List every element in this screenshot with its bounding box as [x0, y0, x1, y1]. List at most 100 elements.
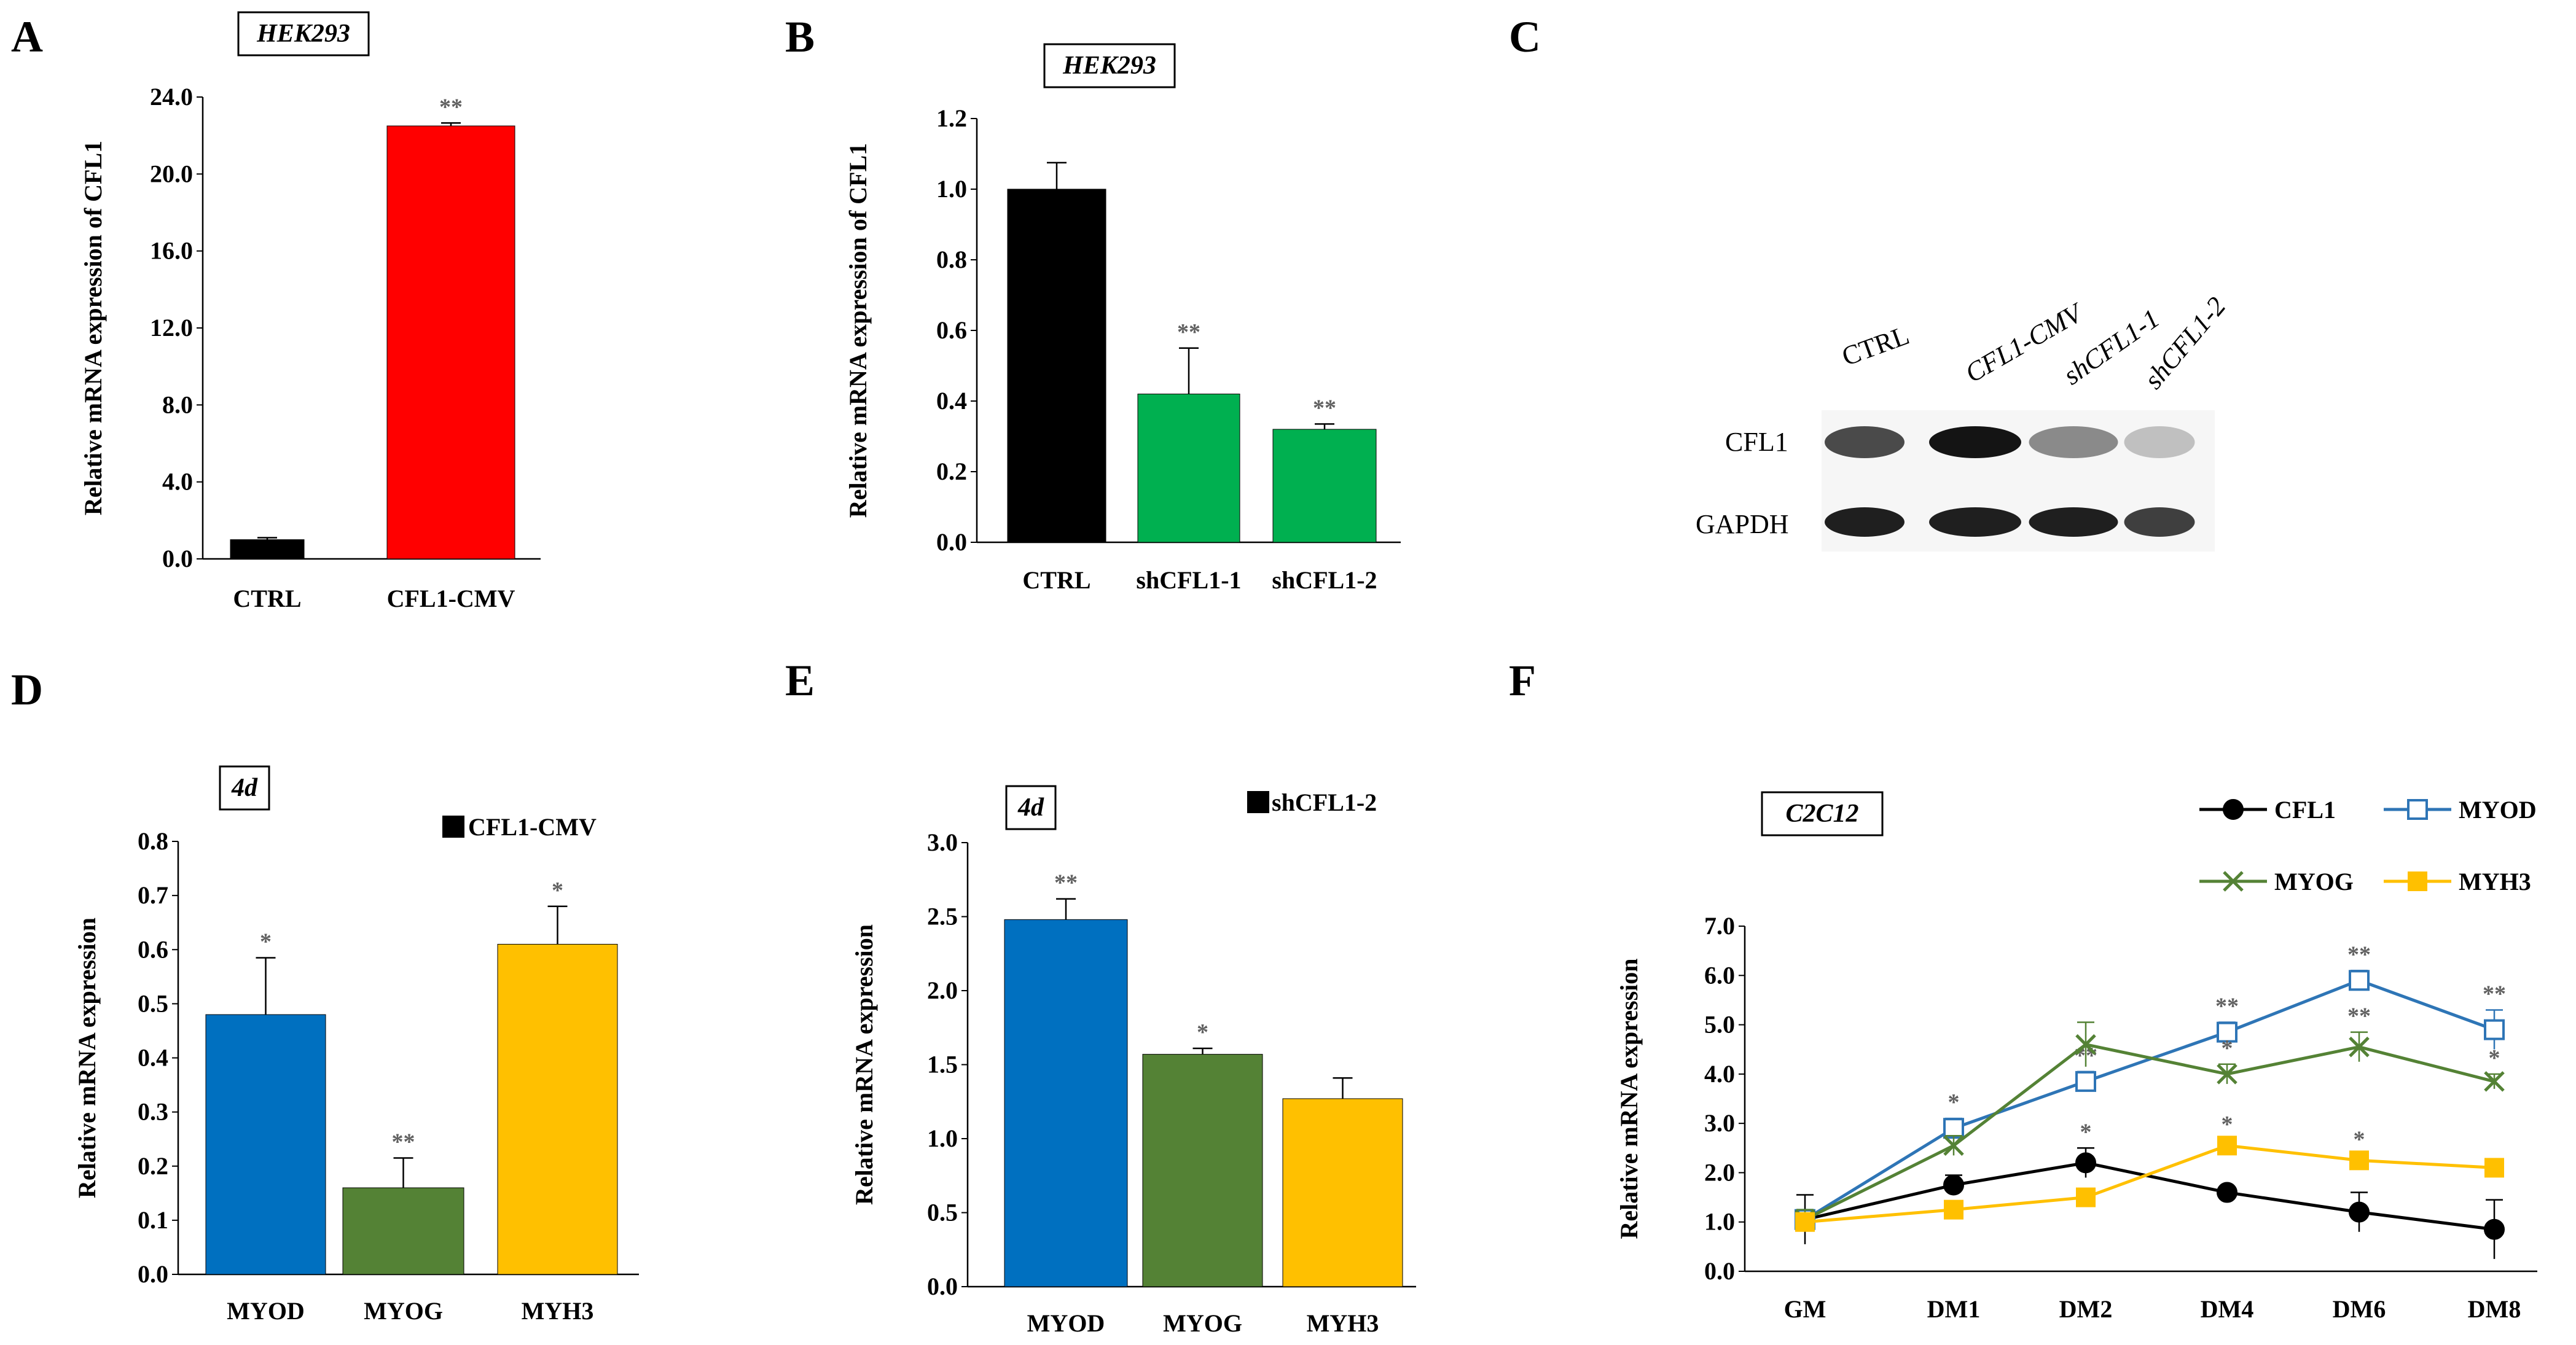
- y-tick-label: 0.4: [138, 1044, 168, 1072]
- y-tick-label: 0.0: [936, 528, 967, 556]
- bar: [1137, 394, 1240, 543]
- y-tick-label: 0.2: [936, 458, 967, 485]
- wb-row-label: GAPDH: [1696, 509, 1789, 539]
- category-label: MYOD: [227, 1297, 305, 1325]
- x-tick-label: DM6: [2333, 1295, 2386, 1323]
- significance-label: **: [1177, 319, 1200, 345]
- legend-label: MYOD: [2459, 796, 2537, 824]
- y-tick-label: 0.0: [162, 545, 193, 572]
- significance-label: *: [260, 929, 272, 954]
- data-point: [2349, 1150, 2369, 1171]
- legend-label: MYH3: [2459, 868, 2531, 895]
- bar: [1142, 1054, 1263, 1287]
- y-tick-label: 0.7: [138, 881, 168, 909]
- bar: [230, 539, 305, 559]
- wb-band: [1825, 507, 1905, 537]
- title-box-f: [1761, 791, 1884, 836]
- wb-band: [2124, 507, 2195, 537]
- x-tick-label: DM8: [2468, 1295, 2521, 1323]
- data-point: [2217, 1064, 2237, 1085]
- y-axis-label: Relative mRNA expression of CFL1: [79, 141, 107, 515]
- bar: [1282, 1098, 1403, 1287]
- category-label: MYH3: [522, 1297, 594, 1325]
- y-tick-label: 2.0: [1704, 1158, 1735, 1186]
- data-point: [2407, 799, 2428, 820]
- significance-label: **: [2483, 981, 2506, 1007]
- y-tick-label: 0.6: [936, 316, 967, 344]
- y-tick-label: 0.0: [927, 1273, 958, 1300]
- x-tick-label: GM: [1784, 1295, 1826, 1323]
- y-tick-label: 5.0: [1704, 1011, 1735, 1039]
- category-label: shCFL1-1: [1136, 566, 1241, 594]
- y-tick-label: 0.4: [936, 387, 967, 415]
- data-point: [2075, 1034, 2096, 1055]
- data-point: [2484, 1158, 2504, 1178]
- y-tick-label: 0.1: [138, 1206, 168, 1234]
- y-tick-label: 0.0: [138, 1260, 168, 1288]
- legend-label-e: shCFL1-2: [1272, 789, 1377, 816]
- wb-lane-label: shCFL1-2: [2138, 291, 2231, 394]
- data-point: [2075, 1070, 2096, 1092]
- panel-label-b: B: [785, 12, 815, 61]
- panel-label-c: C: [1509, 12, 1541, 61]
- significance-label: **: [1054, 870, 1078, 896]
- panel-label-e: E: [785, 656, 815, 705]
- category-label: CTRL: [233, 585, 301, 612]
- y-axis-label: Relative mRNA expression of CFL1: [844, 143, 872, 518]
- panel-label-a: A: [11, 12, 43, 61]
- title-d: 4d: [231, 774, 258, 802]
- bar: [205, 1014, 326, 1275]
- y-tick-label: 0.2: [138, 1152, 168, 1180]
- significance-label: *: [2489, 1045, 2500, 1071]
- wb-lane-label: CTRL: [1838, 320, 1913, 372]
- bar: [342, 1187, 464, 1275]
- panel-label-d: D: [11, 665, 43, 714]
- y-axis-label: Relative mRNA expression: [850, 924, 878, 1205]
- y-tick-label: 8.0: [162, 391, 193, 418]
- chart-b: 0.0 0.2 0.4 0.6 0.8 1.0 1.2 Relative mRNA expre…: [844, 104, 1401, 594]
- legend-label: MYOG: [2274, 868, 2354, 895]
- data-point: [1943, 1118, 1964, 1139]
- x-tick-label: DM1: [1927, 1295, 1981, 1323]
- wb-band: [1929, 426, 2021, 458]
- bar: [386, 125, 515, 559]
- significance-label: **: [2347, 942, 2371, 967]
- title-a: HEK293: [256, 20, 350, 48]
- data-point: [2223, 871, 2244, 892]
- significance-label: **: [439, 94, 463, 120]
- data-point: [2484, 1071, 2505, 1092]
- wb-band: [1929, 507, 2021, 537]
- title-box-e: [1005, 785, 1057, 830]
- y-tick-label: 1.0: [936, 175, 967, 203]
- significance-label: **: [1313, 395, 1336, 421]
- x-tick-label: DM4: [2201, 1295, 2254, 1323]
- charts: 0.0 4.0 8.0 12.0 16.0 20.0 24.0 Relative mRNA e…: [73, 83, 2537, 1337]
- category-label: CTRL: [1022, 566, 1090, 594]
- y-tick-label: 12.0: [150, 314, 193, 341]
- significance-label: *: [2222, 1112, 2233, 1137]
- chart-e: 0.0 0.5 1.0 1.5 2.0 2.5 3.0 Relative mRNA expre…: [850, 828, 1416, 1337]
- category-label: shCFL1-2: [1272, 566, 1377, 594]
- legend-label: CFL1: [2274, 796, 2336, 824]
- legend-swatch-d: [442, 816, 464, 838]
- y-tick-label: 0.6: [138, 935, 168, 963]
- wb-band: [1825, 426, 1905, 458]
- wb-band: [2029, 426, 2118, 458]
- wb-band: [2029, 507, 2118, 537]
- data-point: [2349, 1201, 2370, 1223]
- data-point: [1795, 1212, 1815, 1232]
- y-tick-label: 0.8: [936, 246, 967, 273]
- y-axis-label: Relative mRNA expression: [1615, 959, 1643, 1239]
- y-tick-label: 0.5: [138, 989, 168, 1017]
- y-tick-label: 0.0: [1704, 1257, 1735, 1285]
- y-tick-label: 7.0: [1704, 912, 1735, 940]
- significance-label: **: [2215, 994, 2239, 1019]
- data-point: [1943, 1135, 1964, 1156]
- series-myod: *********: [1795, 942, 2506, 1230]
- y-tick-label: 3.0: [927, 828, 958, 856]
- title-e: 4d: [1017, 793, 1044, 822]
- bar: [497, 943, 618, 1275]
- data-point: [2484, 1218, 2505, 1240]
- y-tick-label: 3.0: [1704, 1109, 1735, 1137]
